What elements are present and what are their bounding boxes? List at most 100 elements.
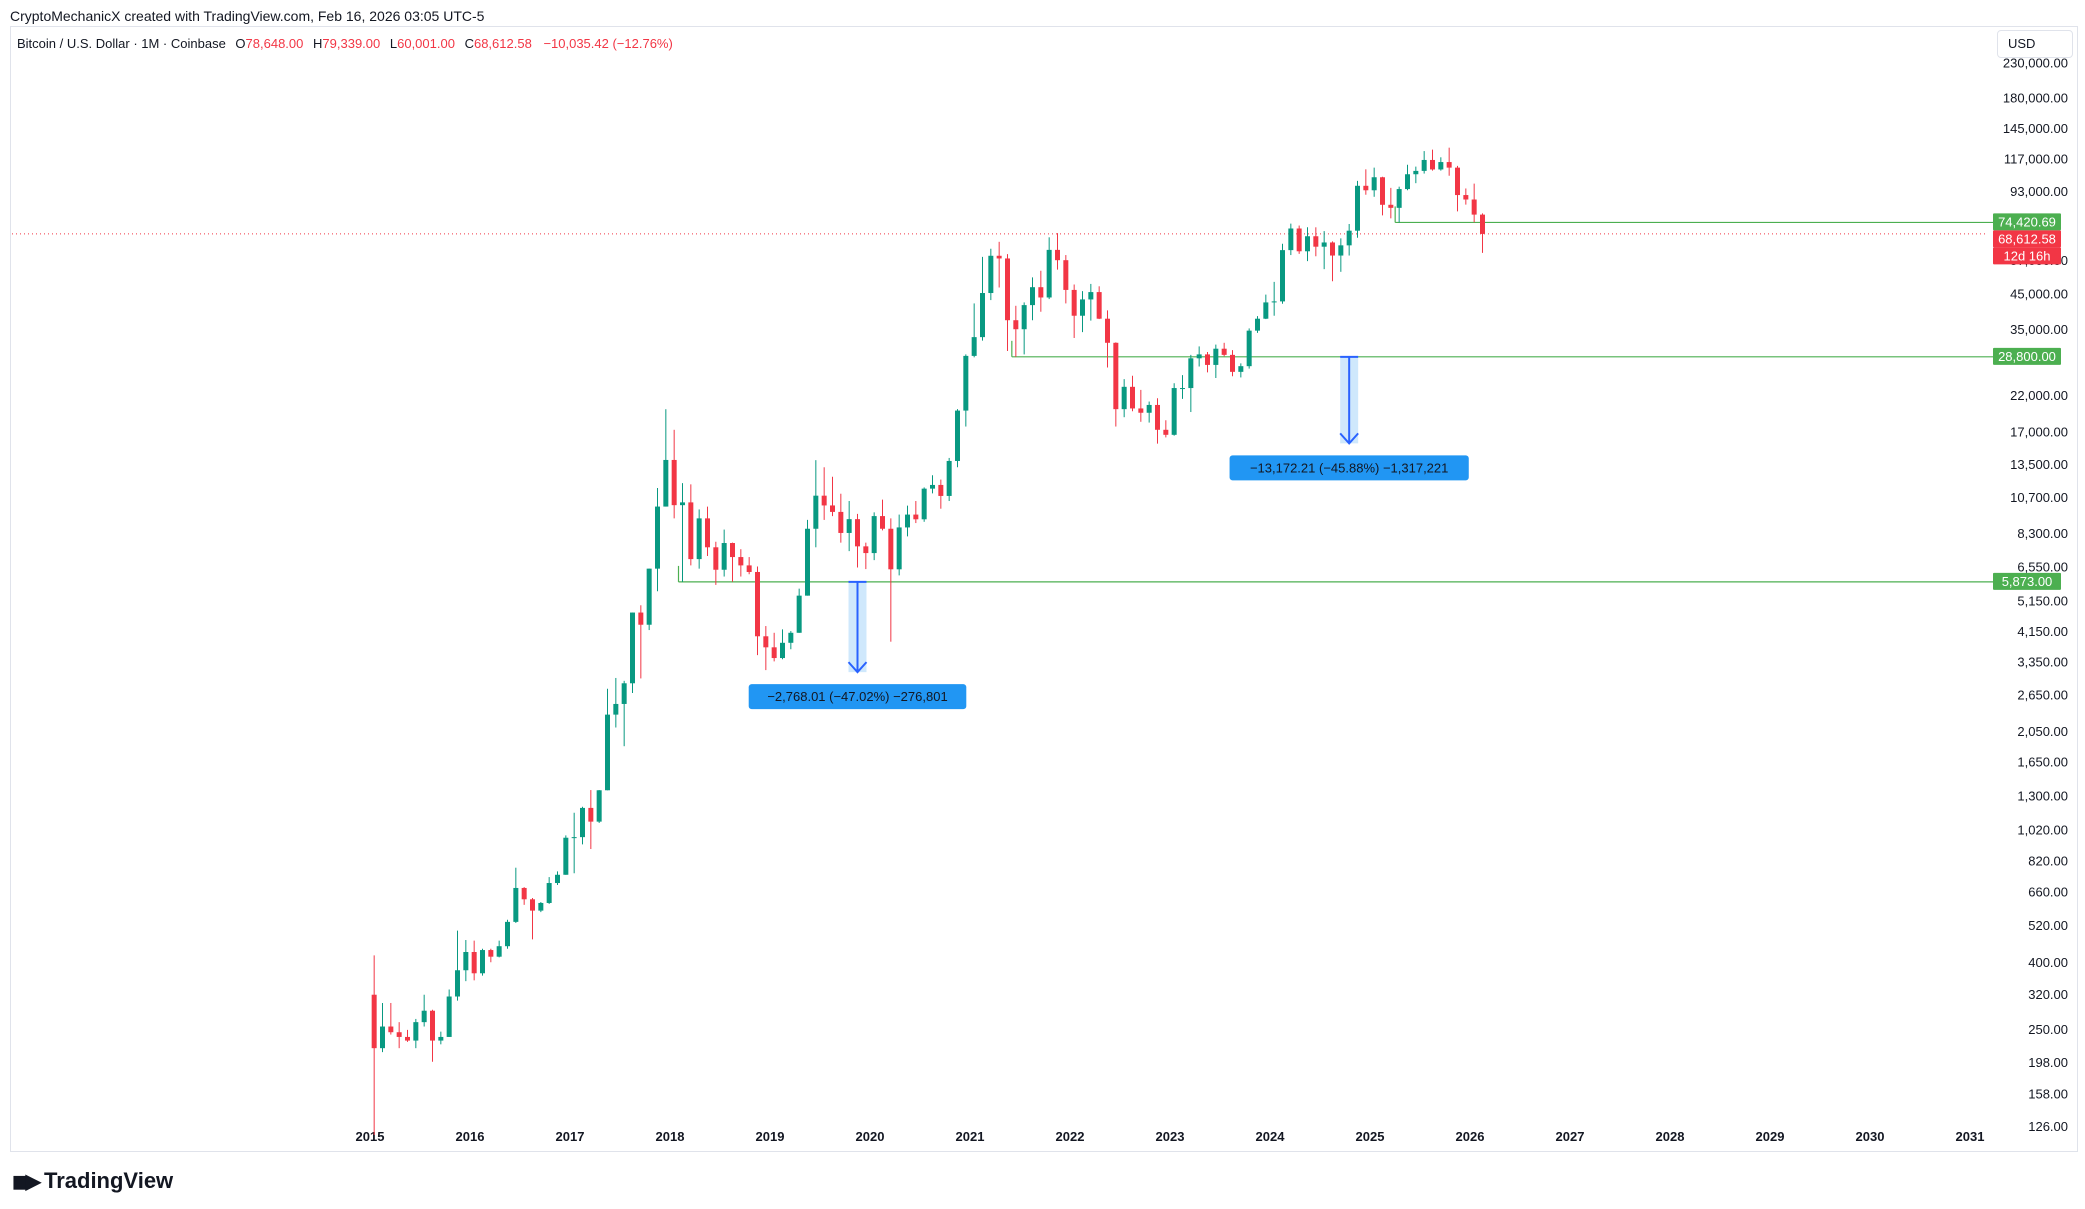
- candle-body: [621, 683, 627, 704]
- high-label: H: [313, 36, 323, 51]
- candle-body: [488, 950, 494, 957]
- candle-body: [963, 355, 969, 411]
- candle-body: [1413, 170, 1419, 175]
- x-tick-label: 2022: [1056, 1129, 1085, 1144]
- candle-body: [1021, 305, 1027, 330]
- candle-body: [705, 518, 710, 548]
- candle-body: [1188, 358, 1194, 389]
- x-tick-label: 2029: [1756, 1129, 1785, 1144]
- candle-body: [696, 518, 702, 560]
- candle-body: [1121, 386, 1127, 410]
- candle-body: [1055, 249, 1060, 261]
- candle-body: [1063, 260, 1069, 290]
- candle-body: [571, 837, 577, 839]
- candle-body: [863, 546, 869, 554]
- candle-body: [838, 511, 844, 533]
- candle-body: [755, 571, 760, 637]
- candle-body: [1155, 404, 1160, 430]
- y-tick-label: 126.00: [2028, 1119, 2068, 1134]
- x-tick-label: 2015: [356, 1129, 385, 1144]
- candle-body: [855, 519, 860, 547]
- candle-body: [1380, 177, 1385, 205]
- candle-body: [680, 502, 685, 506]
- candle-body: [596, 790, 602, 822]
- y-tick-label: 5,150.00: [2017, 594, 2068, 609]
- candle-body: [871, 516, 877, 554]
- candle-body: [471, 952, 477, 974]
- x-tick-label: 2018: [656, 1129, 685, 1144]
- y-tick-label: 13,500.00: [2010, 457, 2068, 472]
- y-tick-label: 145,000.00: [2003, 121, 2068, 136]
- y-tick-label: 8,300.00: [2017, 526, 2068, 541]
- chart-pane[interactable]: [10, 26, 2078, 1152]
- candle-body: [1463, 195, 1469, 200]
- candle-body: [738, 557, 744, 566]
- candle-body: [763, 636, 769, 648]
- candle-body: [671, 459, 677, 506]
- candle-body: [521, 887, 527, 900]
- candle-body: [630, 612, 635, 684]
- candle-body: [938, 484, 944, 496]
- y-tick-label: 400.00: [2028, 955, 2068, 970]
- price-label-bg: [1993, 247, 2061, 265]
- x-tick-label: 2027: [1556, 1129, 1585, 1144]
- x-tick-label: 2019: [756, 1129, 785, 1144]
- x-tick-label: 2017: [556, 1129, 585, 1144]
- y-tick-label: 230,000.00: [2003, 56, 2068, 71]
- candle-body: [1346, 230, 1352, 246]
- candle-body: [1321, 242, 1327, 247]
- measure-label: −2,768.01 (−47.02%) −276,801: [767, 689, 947, 704]
- price-label: 74,420.69: [1998, 214, 2056, 229]
- candle-body: [1263, 302, 1269, 319]
- open-value: 78,648.00: [245, 36, 304, 51]
- x-tick-label: 2016: [456, 1129, 485, 1144]
- candle-body: [1205, 354, 1210, 365]
- candle-body: [1171, 388, 1177, 435]
- candle-body: [971, 337, 977, 356]
- candle-body: [946, 460, 952, 496]
- measure-label-bg: [748, 684, 967, 710]
- candle-body: [996, 255, 1002, 259]
- tradingview-logo[interactable]: ◼▶ TradingView: [12, 1168, 173, 1194]
- candle-body: [1130, 386, 1135, 409]
- currency-selector[interactable]: USD: [1997, 30, 2073, 58]
- candle-body: [1030, 287, 1035, 306]
- x-tick-label: 2028: [1656, 1129, 1685, 1144]
- price-label-bg: [1993, 230, 2061, 248]
- candle-body: [1096, 292, 1102, 319]
- y-tick-label: 250.00: [2028, 1022, 2068, 1037]
- y-tick-label: 2,650.00: [2017, 688, 2068, 703]
- candle-body: [880, 516, 885, 529]
- close-value: 68,612.58: [473, 36, 532, 51]
- price-label: 12d 16h: [2004, 248, 2051, 263]
- low-label: L: [389, 36, 398, 51]
- y-tick-label: 180,000.00: [2003, 90, 2068, 105]
- candle-body: [930, 484, 935, 489]
- y-tick-label: 45,000.00: [2010, 287, 2068, 302]
- candle-body: [1213, 348, 1219, 365]
- candle-body: [1405, 174, 1410, 190]
- x-tick-label: 2025: [1356, 1129, 1385, 1144]
- candle-body: [1421, 159, 1427, 171]
- candle-body: [780, 642, 785, 659]
- candle-body: [713, 547, 719, 570]
- candle-body: [730, 543, 735, 558]
- candle-body: [1138, 408, 1144, 413]
- candle-body: [1396, 189, 1402, 208]
- y-tick-label: 4,150.00: [2017, 624, 2068, 639]
- candle-body: [1296, 228, 1302, 252]
- chart-credit: CryptoMechanicX created with TradingView…: [10, 8, 485, 24]
- candle-body: [771, 647, 777, 659]
- candle-body: [788, 632, 794, 643]
- candle-body: [396, 1032, 402, 1037]
- x-tick-label: 2021: [956, 1129, 985, 1144]
- candle-body: [1038, 287, 1044, 298]
- candle-body: [1246, 330, 1252, 367]
- candle-body: [421, 1010, 427, 1023]
- y-tick-label: 660.00: [2028, 884, 2068, 899]
- candle-body: [1080, 299, 1085, 316]
- y-tick-label: 820.00: [2028, 854, 2068, 869]
- price-label: 68,612.58: [1998, 231, 2056, 246]
- candle-body: [688, 502, 694, 560]
- candle-body: [546, 883, 552, 903]
